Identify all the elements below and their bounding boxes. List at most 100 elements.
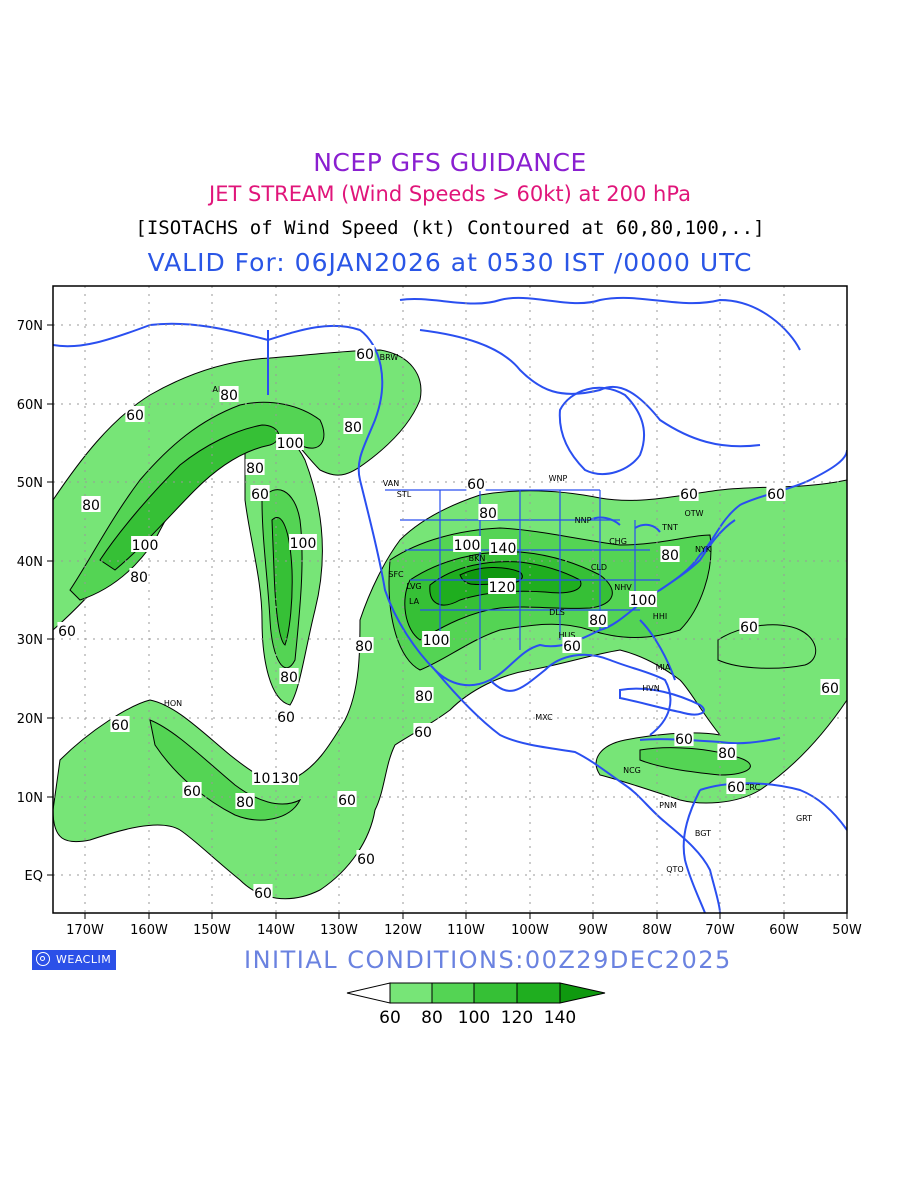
- contour-label: 120: [488, 578, 516, 596]
- contour-label: 80: [343, 418, 363, 436]
- contour-label: 60: [679, 485, 699, 503]
- lon-tick-label: 160W: [130, 923, 168, 938]
- colorbar-label: 60: [379, 1008, 401, 1028]
- lat-tick-label: 30N: [17, 633, 43, 648]
- contour-label: 80: [414, 687, 434, 705]
- colorbar-label: 100: [458, 1008, 490, 1028]
- station-code: HVN: [642, 684, 659, 693]
- contour-label: 60: [766, 485, 786, 503]
- svg-text:80: 80: [661, 548, 679, 564]
- initial-conditions: INITIAL CONDITIONS:00Z29DEC2025: [244, 946, 732, 974]
- svg-text:60: 60: [254, 886, 272, 902]
- station-code: CHG: [609, 537, 627, 546]
- contour-label: 60: [337, 791, 357, 809]
- lon-tick-label: 150W: [193, 923, 231, 938]
- colorbar-segment: [516, 982, 561, 1004]
- coastlines: [53, 296, 847, 913]
- chart-contour-note: [ISOTACHS of Wind Speed (kt) Contoured a…: [135, 217, 765, 239]
- weaclim-logo-icon: [36, 952, 50, 966]
- state-boundaries: [385, 489, 660, 670]
- contour-label: 80: [129, 568, 149, 586]
- svg-text:100: 100: [132, 538, 159, 554]
- chart-title: NCEP GFS GUIDANCE: [313, 148, 587, 177]
- chart-subtitle: JET STREAM (Wind Speeds > 60kt) at 200 h…: [209, 182, 691, 206]
- contour-labels: 60 60 80 80 100 80 80 60 100 100 80 60 80 60 60 60 80 100…: [57, 345, 840, 902]
- lat-tick-label: 10N: [17, 791, 43, 806]
- station-code: NYK: [695, 545, 712, 554]
- contour-label: 100: [131, 536, 159, 554]
- map-frame: [52, 285, 848, 914]
- contour-label: 80: [588, 611, 608, 629]
- contour-label: 60: [356, 850, 376, 868]
- lon-tick-label: 120W: [384, 923, 422, 938]
- contour-label: 60: [57, 622, 77, 640]
- contour-label: 60: [820, 679, 840, 697]
- svg-text:60: 60: [58, 624, 76, 640]
- colorbar-segment: [431, 982, 475, 1004]
- station-code: CRC: [744, 783, 761, 792]
- station-code: LA: [409, 597, 420, 606]
- longitude-axis: 170W 160W 150W 140W 130W 120W 110W 100W 90W 80W 70…: [66, 913, 862, 938]
- station-code: HON: [164, 699, 182, 708]
- svg-text:60: 60: [740, 620, 758, 636]
- contour-label: 60: [355, 345, 375, 363]
- svg-text:100: 100: [423, 633, 450, 649]
- lon-tick-label: 130W: [320, 923, 358, 938]
- colorbar-segment-above-140: [559, 982, 606, 1004]
- station-code: HUS: [559, 631, 576, 640]
- svg-text:60: 60: [111, 718, 129, 734]
- svg-text:130: 130: [272, 771, 299, 787]
- svg-text:80: 80: [82, 498, 100, 514]
- svg-text:80: 80: [344, 420, 362, 436]
- station-code: VAN: [383, 479, 399, 488]
- svg-text:60: 60: [183, 784, 201, 800]
- svg-text:60: 60: [680, 487, 698, 503]
- station-code: PNM: [659, 801, 677, 810]
- contour-label: 80: [279, 668, 299, 686]
- svg-text:80: 80: [415, 689, 433, 705]
- svg-text:60: 60: [277, 710, 295, 726]
- svg-text:80: 80: [355, 639, 373, 655]
- contour-label: 140: [489, 539, 517, 557]
- svg-text:140: 140: [490, 541, 517, 557]
- station-code: GRT: [796, 814, 812, 823]
- lat-tick-label: 40N: [17, 555, 43, 570]
- lat-tick-label: EQ: [25, 869, 43, 884]
- contour-label: 60: [276, 708, 296, 726]
- weaclim-logo: WEACLIM: [32, 950, 116, 970]
- contour-label: 80: [81, 496, 101, 514]
- station-code: NHV: [614, 583, 632, 592]
- svg-text:80: 80: [130, 570, 148, 586]
- colorbar-label: 80: [421, 1008, 443, 1028]
- station-code: OTW: [684, 509, 703, 518]
- contour-label: 80: [478, 504, 498, 522]
- lat-tick-label: 60N: [17, 398, 43, 413]
- lon-tick-label: 110W: [447, 923, 485, 938]
- chart-valid-time: VALID For: 06JAN2026 at 0530 IST /0000 U…: [147, 248, 753, 277]
- lon-tick-label: 60W: [769, 923, 799, 938]
- svg-text:60: 60: [821, 681, 839, 697]
- contour-label: 80: [354, 637, 374, 655]
- contour-label: 60: [562, 637, 582, 655]
- svg-text:120: 120: [489, 580, 516, 596]
- contour-label: 100: [453, 536, 481, 554]
- lon-tick-label: 170W: [66, 923, 104, 938]
- colorbar-segment-below-60: [346, 982, 391, 1004]
- lon-tick-label: 70W: [705, 923, 735, 938]
- graticule: [53, 286, 847, 913]
- station-code: BRW: [380, 353, 399, 362]
- contour-label: 80: [235, 793, 255, 811]
- svg-text:80: 80: [589, 613, 607, 629]
- contour-label: 60: [250, 485, 270, 503]
- svg-text:80: 80: [479, 506, 497, 522]
- station-code: QTO: [666, 865, 683, 874]
- lat-tick-label: 20N: [17, 712, 43, 727]
- svg-text:80: 80: [236, 795, 254, 811]
- svg-text:60: 60: [356, 347, 374, 363]
- contour-label: 60: [466, 475, 486, 493]
- station-code: CLD: [591, 563, 607, 572]
- svg-text:80: 80: [220, 388, 238, 404]
- svg-text:60: 60: [126, 408, 144, 424]
- station-code: MXC: [535, 713, 553, 722]
